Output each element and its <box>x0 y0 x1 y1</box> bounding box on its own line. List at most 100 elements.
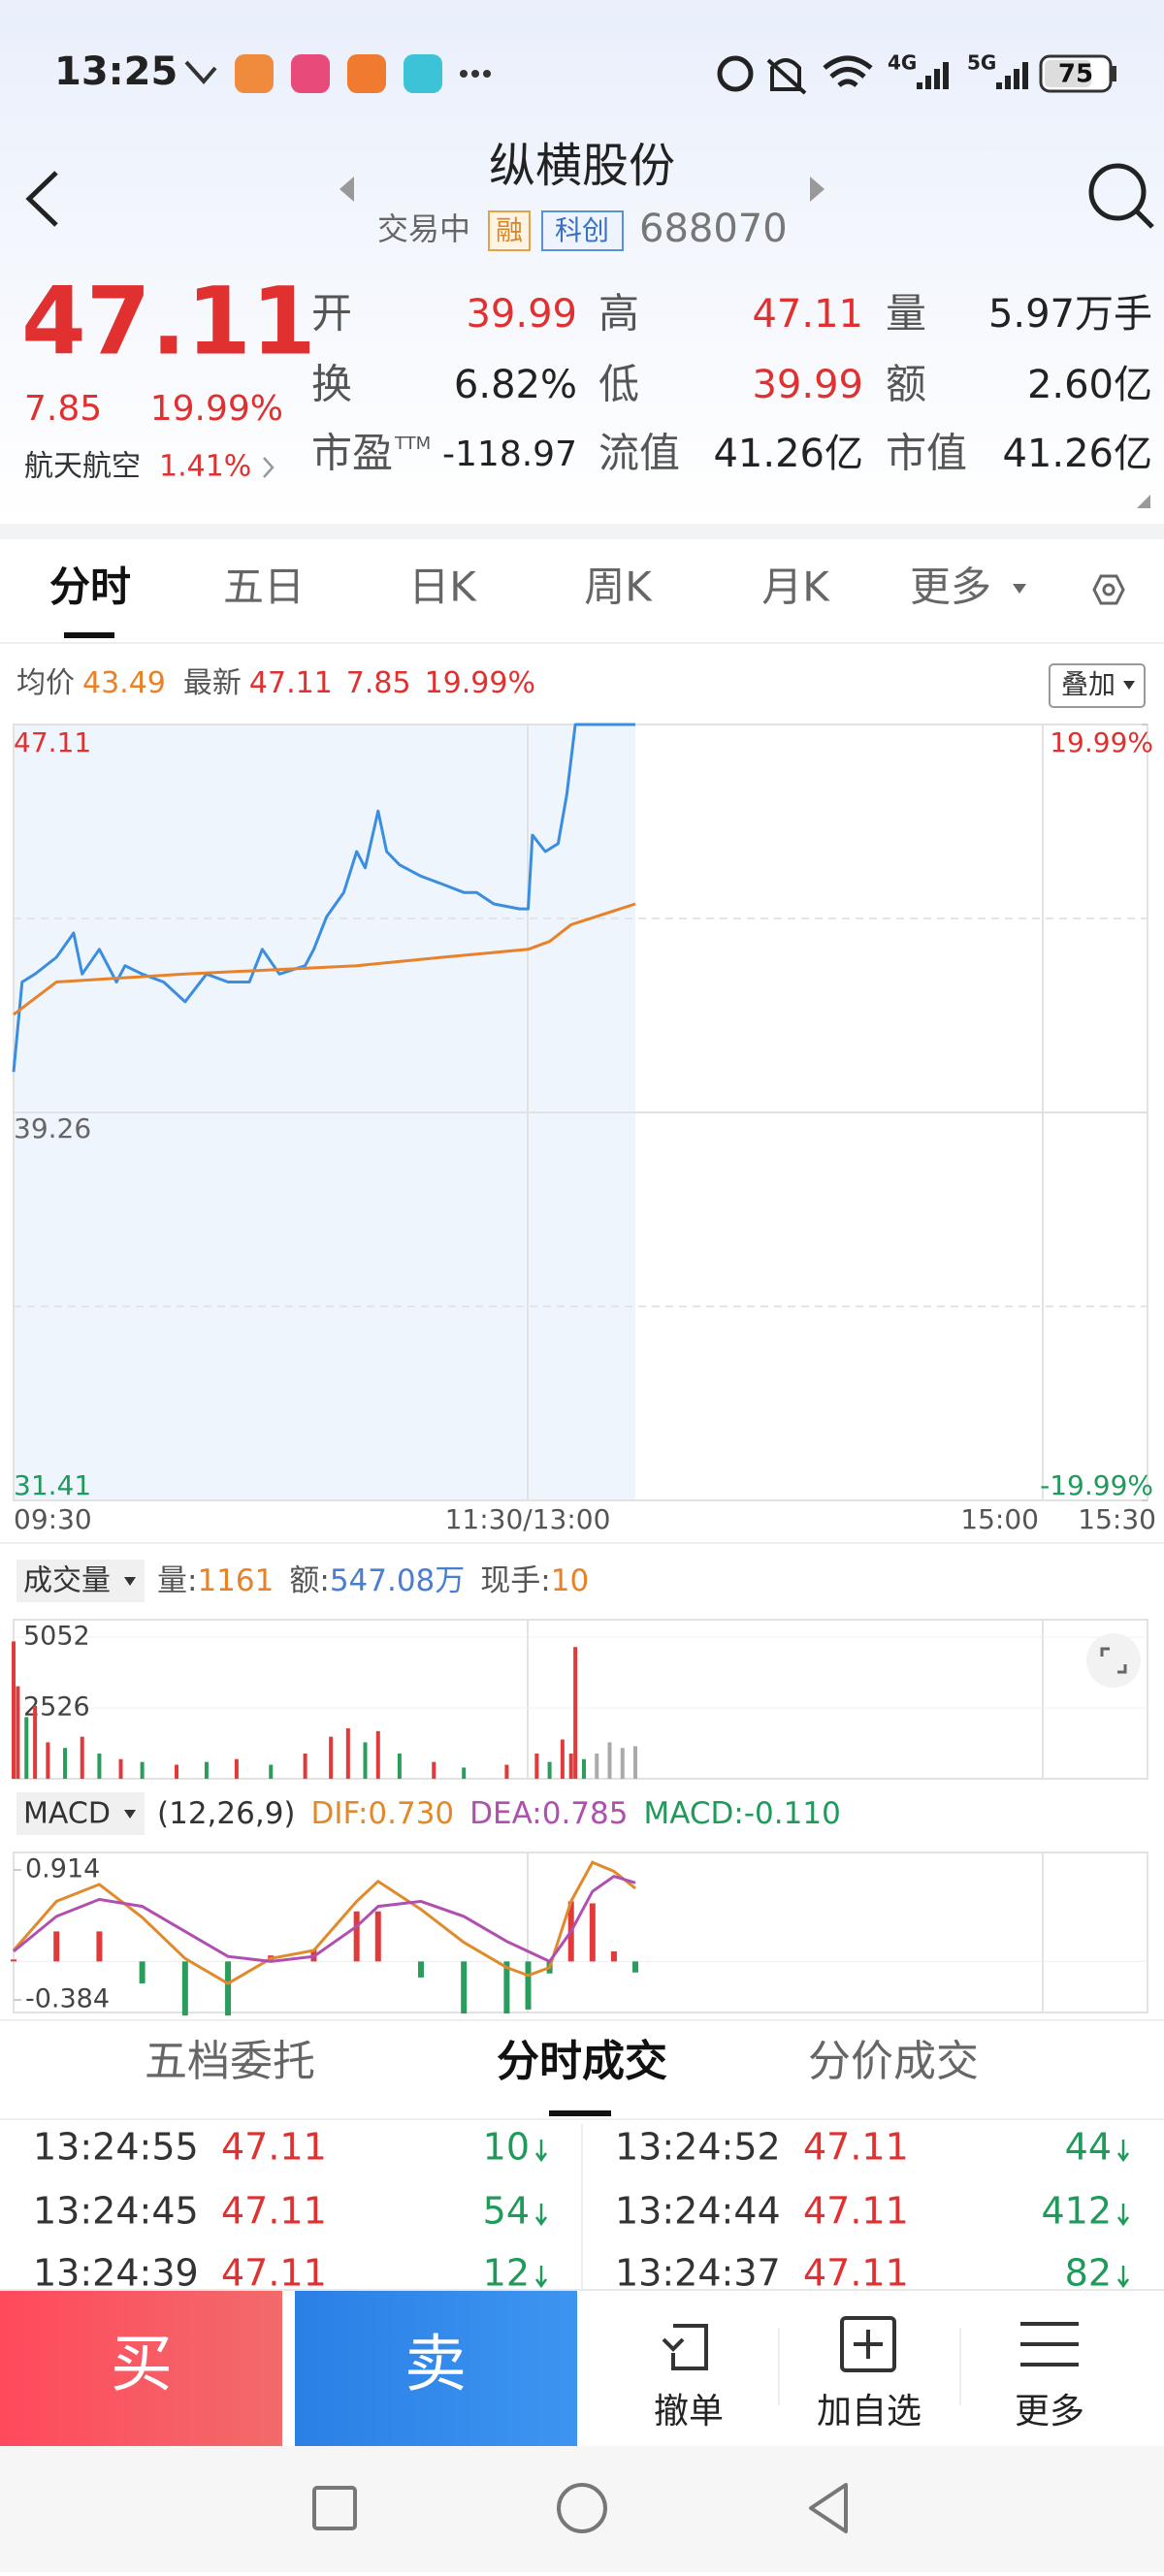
indicator-button[interactable] <box>16 1792 145 1835</box>
buy-button[interactable] <box>0 2291 282 2446</box>
macd-bar <box>589 1903 596 1962</box>
overlay-caret <box>1123 681 1135 690</box>
volume-bar <box>63 1748 68 1779</box>
macd-bar <box>610 1951 617 1962</box>
x-tick-label: 15:00 <box>960 1503 1039 1535</box>
action-label[interactable]: 更多 <box>1015 2392 1084 2431</box>
text-run: DEA: <box>469 1796 542 1831</box>
volume-bar <box>534 1753 539 1779</box>
trade-tab[interactable]: 五档委托 <box>145 2037 315 2086</box>
volume-bar <box>46 1742 50 1779</box>
macd-bar <box>11 1959 16 1962</box>
period-tab[interactable]: 日K <box>408 564 477 611</box>
indicator-name[interactable]: 成交量 <box>23 1564 111 1598</box>
trade-time: 13:24:44 <box>615 2190 781 2233</box>
period-tab[interactable]: 分时 <box>49 564 131 611</box>
text-run: 1161 <box>197 1563 274 1598</box>
volume-bar <box>375 1730 380 1779</box>
trade-volume: 54 <box>483 2190 530 2233</box>
volume-bar <box>303 1753 307 1779</box>
period-tab[interactable]: 周K <box>584 564 653 611</box>
macd-bar <box>53 1931 60 1962</box>
x-tick-label: 15:30 <box>1078 1503 1156 1535</box>
text-run: 0.730 <box>368 1796 454 1831</box>
volume-bar <box>607 1742 612 1779</box>
volume-bar <box>560 1739 565 1779</box>
text-run: 7.85 <box>346 666 411 700</box>
macd-bar <box>139 1961 146 1984</box>
signal-bar <box>996 82 1002 89</box>
macd-bar <box>461 1961 468 2014</box>
stat-value: 47.11 <box>752 292 863 337</box>
trade-volume: 10 <box>483 2126 530 2169</box>
period-tab[interactable]: 五日 <box>223 564 305 611</box>
nav-back[interactable] <box>809 2483 848 2533</box>
prev-stock <box>340 177 354 202</box>
volume-frame <box>13 1619 1148 1780</box>
trade-tab[interactable]: 分时成交 <box>497 2037 667 2086</box>
buy-label[interactable]: 买 <box>111 2330 173 2401</box>
volume-bar <box>329 1736 334 1779</box>
more-caret <box>1013 584 1026 594</box>
volume-bar <box>269 1764 274 1779</box>
x-tick-label: 11:30/13:00 <box>445 1503 611 1535</box>
volume-bar <box>118 1758 123 1779</box>
volume-bar <box>174 1764 178 1779</box>
volume-readout: 量:1161 额:547.08万 现手:10 <box>157 1563 589 1598</box>
stat-label: 高 <box>598 290 639 338</box>
period-tab[interactable]: 月K <box>761 564 830 611</box>
nav-home[interactable] <box>557 2483 607 2533</box>
stat-value: 39.99 <box>466 292 577 337</box>
volume-bar <box>16 1686 20 1779</box>
macd-bar <box>525 1961 532 2010</box>
action-label[interactable]: 撤单 <box>654 2392 724 2431</box>
period-tab[interactable]: 更多 <box>910 564 991 611</box>
badge-box <box>488 210 531 251</box>
volume-bar <box>504 1764 509 1779</box>
trade-tab[interactable]: 分价成交 <box>808 2037 979 2086</box>
indicator-button[interactable] <box>16 1560 145 1602</box>
search-handle <box>1135 209 1154 229</box>
indicator-name[interactable]: MACD <box>23 1797 111 1831</box>
macd-bar <box>353 1911 360 1962</box>
stat-label: 市盈 <box>311 430 393 477</box>
volume-bar <box>595 1753 599 1779</box>
volume-bar <box>80 1736 84 1779</box>
sell-button[interactable] <box>295 2291 577 2446</box>
wifi-icon <box>823 55 873 87</box>
volume-bar <box>462 1767 467 1779</box>
volume-bar <box>204 1761 209 1779</box>
text-run: 0.785 <box>542 1796 629 1831</box>
fullscreen-button[interactable] <box>1086 1633 1141 1688</box>
text-run: 43.49 <box>82 666 166 700</box>
more-icon <box>1020 2322 1079 2367</box>
back-button[interactable] <box>25 171 58 227</box>
badge: 科创 <box>555 214 609 246</box>
battery-level-text: 75 <box>1058 60 1093 89</box>
macd-readout: (12,26,9) DIF:0.730 DEA:0.785 MACD:-0.110 <box>157 1796 841 1831</box>
volume-bar <box>234 1758 239 1779</box>
signal-bar <box>917 82 922 89</box>
more-dots <box>483 70 491 78</box>
volume-bar <box>140 1761 145 1779</box>
stat-value: -118.97 <box>442 435 577 474</box>
y2-tick-label: -19.99% <box>1040 1469 1153 1501</box>
stock-name: 纵横股份 <box>489 139 675 193</box>
nav-recent[interactable] <box>312 2486 357 2530</box>
down-arrow <box>1116 2266 1130 2289</box>
battery-level <box>1045 60 1091 87</box>
overlay-button[interactable] <box>1049 663 1146 708</box>
trade-volume: 412 <box>1041 2190 1112 2233</box>
search-button[interactable] <box>1088 163 1147 221</box>
macd-bar <box>96 1931 103 1962</box>
stat-value: 2.60亿 <box>1027 363 1152 407</box>
stat-label: 流值 <box>598 430 680 477</box>
sell-label[interactable]: 卖 <box>404 2330 467 2401</box>
y-tick-label: 47.11 <box>14 726 91 758</box>
action-label[interactable]: 加自选 <box>817 2392 922 2431</box>
x-tick-label: 09:30 <box>14 1503 92 1535</box>
text-run: 额: <box>289 1563 329 1598</box>
trade-status: 交易中 <box>377 210 470 247</box>
stat-value: 6.82% <box>454 363 577 407</box>
overlay-label[interactable]: 叠加 <box>1061 668 1116 700</box>
